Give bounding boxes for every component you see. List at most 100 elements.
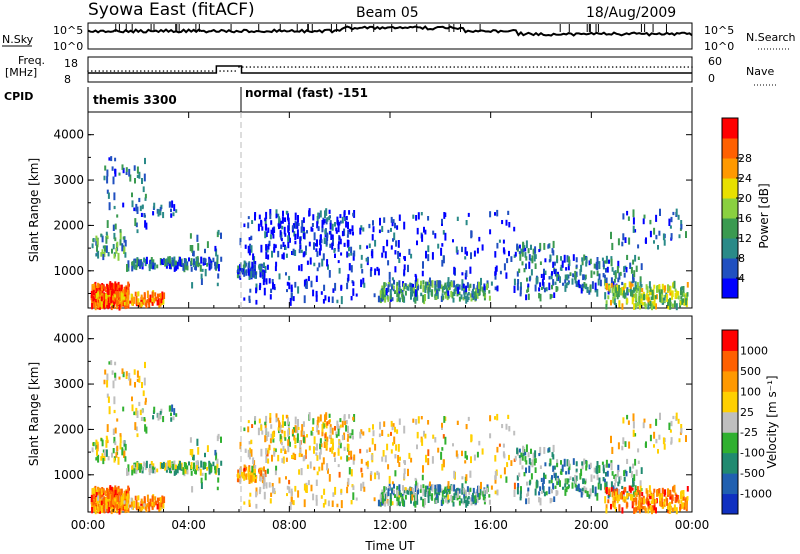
power-point	[421, 270, 424, 277]
nave-dot	[506, 66, 508, 68]
power-point	[149, 294, 152, 300]
velocity-point	[106, 373, 109, 381]
power-point	[474, 291, 477, 300]
power-point	[313, 242, 315, 250]
velocity-point	[461, 483, 464, 491]
power-point	[675, 208, 678, 216]
velocity-point	[566, 478, 569, 485]
power-point	[501, 220, 504, 225]
power-point	[670, 291, 673, 296]
velocity-point	[589, 488, 592, 495]
velocity-point	[104, 490, 107, 497]
velocity-point	[423, 430, 425, 437]
power-point	[384, 251, 387, 259]
power-point	[157, 293, 159, 299]
velocity-point	[543, 492, 546, 497]
power-point	[135, 264, 138, 271]
power-point	[312, 289, 315, 297]
velocity-point	[107, 456, 110, 461]
power-point	[112, 176, 115, 185]
velocity-point	[633, 474, 636, 482]
power-point	[283, 226, 286, 235]
power-point	[195, 262, 197, 271]
power-point	[402, 296, 404, 302]
velocity-point	[445, 491, 448, 499]
nsky-panel-frame	[87, 22, 693, 50]
velocity-point	[118, 506, 121, 515]
nave-dot	[196, 70, 199, 72]
velocity-point	[337, 447, 340, 453]
power-point	[278, 273, 281, 280]
nave-dot	[627, 66, 629, 68]
nave-dot	[589, 66, 591, 68]
power-point	[613, 285, 616, 292]
velocity-point	[465, 424, 468, 430]
velocity-point	[617, 481, 620, 487]
velocity-point	[626, 458, 629, 464]
velocity-point	[292, 500, 295, 506]
velocity-point	[144, 361, 146, 369]
velocity-point	[436, 484, 439, 491]
velocity-point	[151, 501, 154, 506]
power-point	[520, 282, 522, 290]
velocity-point	[280, 424, 283, 428]
velocity-point	[394, 454, 397, 459]
power-point	[387, 284, 390, 293]
velocity-point	[470, 502, 473, 506]
velocity-point	[352, 492, 355, 500]
power-point	[441, 287, 444, 293]
velocity-point	[105, 440, 108, 448]
velocity-point	[371, 438, 374, 445]
velocity-point	[247, 449, 250, 458]
power-point	[204, 248, 206, 254]
velocity-point	[669, 501, 672, 507]
velocity-point	[478, 491, 481, 499]
velocity-point	[451, 496, 454, 503]
velocity-point	[348, 450, 350, 456]
velocity-point	[526, 493, 529, 497]
velocity-point	[667, 488, 669, 495]
power-point	[265, 251, 268, 259]
power-point	[243, 223, 246, 228]
nave-dot	[174, 70, 176, 72]
nave-dot	[623, 66, 625, 68]
power-point	[183, 258, 186, 264]
power-point	[273, 247, 276, 253]
velocity-point	[253, 474, 255, 482]
power-point	[623, 290, 625, 294]
velocity-point	[650, 500, 653, 505]
velocity-point	[474, 495, 477, 504]
power-point	[638, 304, 641, 309]
colorbar-tick-label: 4	[738, 272, 745, 285]
velocity-point	[516, 487, 519, 495]
velocity-point	[677, 418, 680, 424]
power-point	[530, 244, 532, 250]
velocity-point	[191, 486, 194, 493]
velocity-point	[632, 481, 635, 487]
velocity-point	[640, 505, 643, 511]
power-point	[154, 292, 157, 297]
power-point	[386, 239, 389, 247]
power-point	[274, 266, 277, 272]
power-point	[334, 282, 337, 291]
power-point	[114, 237, 117, 242]
power-point	[316, 251, 319, 257]
power-point	[254, 275, 257, 279]
power-point	[297, 286, 300, 294]
power-point	[107, 288, 110, 292]
power-point	[530, 258, 533, 262]
nave-dot	[343, 66, 346, 68]
velocity-point	[660, 499, 663, 508]
power-point	[581, 257, 584, 262]
power-point	[119, 239, 122, 246]
power-point	[494, 212, 496, 216]
power-point	[337, 247, 340, 252]
y-tick-label: 4000	[53, 332, 84, 346]
velocity-point	[239, 479, 242, 484]
power-point	[566, 255, 569, 263]
power-point	[373, 293, 376, 298]
power-point	[135, 203, 138, 212]
power-point	[513, 254, 516, 258]
power-point	[374, 239, 377, 247]
velocity-point	[113, 508, 116, 513]
